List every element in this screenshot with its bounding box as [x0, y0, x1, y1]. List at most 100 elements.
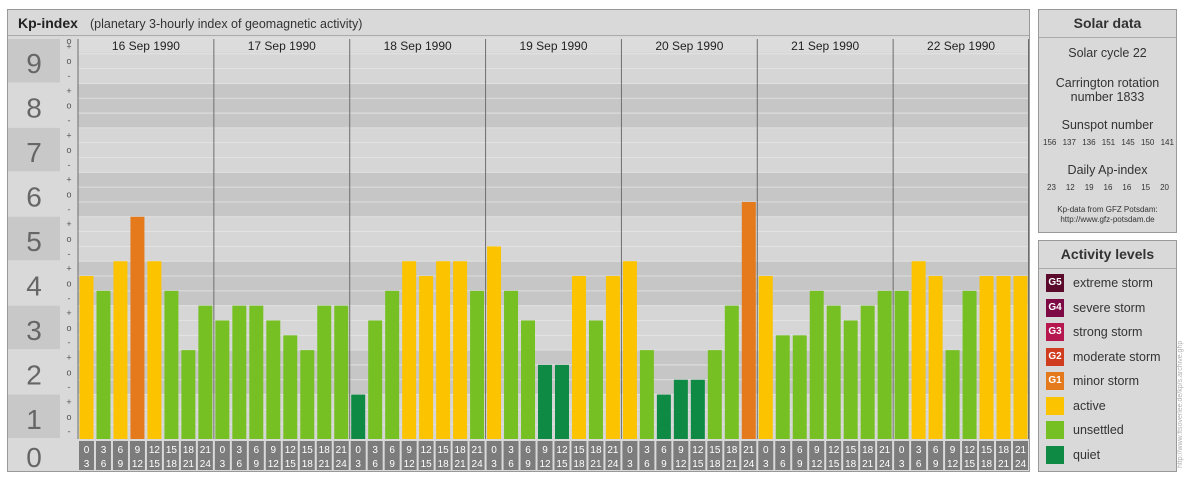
hour-cell	[248, 441, 264, 470]
hour-cell	[350, 441, 366, 470]
kp-bar	[962, 290, 977, 439]
hour-end-label: 21	[998, 459, 1010, 470]
hour-cell	[860, 441, 876, 470]
hour-end-label: 18	[166, 459, 178, 470]
kp-bar	[571, 276, 586, 439]
hour-start-label: 0	[84, 445, 90, 456]
y-axis-cell	[8, 172, 60, 216]
hour-start-label: 15	[981, 445, 993, 456]
subtick-label: +	[66, 41, 71, 51]
hour-start-label: 3	[508, 445, 514, 456]
hour-start-label: 3	[101, 445, 107, 456]
hour-cell	[996, 441, 1012, 470]
legend-swatch: G1	[1046, 372, 1064, 390]
legend-swatch: G5	[1046, 274, 1064, 292]
subtick-band	[61, 39, 77, 471]
ap-value: 19	[1084, 183, 1094, 192]
legend-swatch	[1046, 421, 1064, 439]
y-tick-label: 0	[26, 442, 42, 471]
hour-cell	[435, 441, 451, 470]
hour-start-label: 21	[336, 445, 348, 456]
hour-end-label: 21	[862, 459, 874, 470]
day-header-band	[78, 39, 1029, 52]
subtick-label: +	[66, 175, 71, 185]
plot-band	[78, 216, 1029, 262]
hour-end-label: 9	[933, 459, 939, 470]
subtick-label: -	[68, 204, 71, 214]
plot-band	[78, 261, 1029, 306]
hour-cell	[945, 441, 961, 470]
legend-item: G5 extreme storm	[1046, 273, 1153, 293]
sunspot-value: 145	[1121, 138, 1135, 147]
ap-title: Daily Ap-index	[1067, 163, 1148, 177]
kp-bar	[521, 320, 536, 439]
hour-cell	[826, 441, 842, 470]
chart-subtitle: (planetary 3-hourly index of geomagnetic…	[90, 17, 363, 31]
hour-end-label: 12	[132, 459, 144, 470]
sunspot-value: 136	[1082, 138, 1096, 147]
sunspot-title: Sunspot number	[1061, 118, 1154, 132]
plot-band	[78, 83, 1029, 128]
hour-end-label: 21	[455, 459, 467, 470]
kp-bar	[487, 246, 502, 439]
hour-end-label: 15	[556, 459, 568, 470]
hour-cell	[333, 441, 349, 470]
hour-cell	[605, 441, 621, 470]
hour-start-label: 15	[302, 445, 314, 456]
sunspot-value: 156	[1043, 138, 1057, 147]
day-label: 18 Sep 1990	[384, 39, 452, 53]
kp-bar	[809, 290, 824, 439]
day-label: 16 Sep 1990	[112, 39, 180, 53]
hour-end-label: 9	[118, 459, 124, 470]
kp-bar	[1013, 276, 1028, 439]
subtick-label: -	[68, 427, 71, 437]
day-label: 21 Sep 1990	[791, 39, 859, 53]
legend-item: unsettled	[1046, 420, 1124, 440]
subtick-label: +	[66, 353, 71, 363]
hour-end-label: 9	[525, 459, 531, 470]
kp-bar	[758, 276, 773, 439]
subtick-label: -	[68, 338, 71, 348]
hour-start-label: 18	[862, 445, 874, 456]
kp-bar	[690, 379, 705, 439]
hour-end-label: 21	[183, 459, 195, 470]
kp-bar	[843, 320, 858, 439]
hour-start-label: 18	[726, 445, 738, 456]
hour-cell	[112, 441, 128, 470]
legend-item: active	[1046, 396, 1106, 416]
hour-end-label: 6	[101, 459, 107, 470]
hour-end-label: 18	[709, 459, 721, 470]
kp-bar	[300, 350, 315, 439]
hour-cell	[639, 441, 655, 470]
y-tick-label: 3	[26, 315, 42, 346]
sunspot-value: 141	[1160, 138, 1174, 147]
hour-start-label: 9	[814, 445, 820, 456]
hour-cell	[180, 441, 196, 470]
hour-start-label: 18	[590, 445, 602, 456]
hour-start-label: 15	[438, 445, 450, 456]
source-link[interactable]: http://www.gfz-potsdam.de	[1060, 215, 1155, 224]
legend-label: unsettled	[1073, 423, 1124, 437]
hour-start-label: 21	[200, 445, 212, 456]
activity-levels-title: Activity levels	[1039, 241, 1176, 269]
hour-end-label: 12	[539, 459, 551, 470]
hour-start-label: 21	[1015, 445, 1027, 456]
hour-start-label: 3	[780, 445, 786, 456]
kp-bar	[673, 379, 688, 439]
legend-item: G4 severe storm	[1046, 298, 1145, 318]
hour-start-label: 6	[389, 445, 395, 456]
hour-cell	[843, 441, 859, 470]
hour-end-label: 9	[389, 459, 395, 470]
hour-start-label: 3	[372, 445, 378, 456]
sunspot-value: 150	[1140, 138, 1155, 147]
hour-end-label: 15	[828, 459, 840, 470]
hour-cell	[367, 441, 383, 470]
hour-start-label: 12	[692, 445, 704, 456]
hour-end-label: 24	[607, 459, 619, 470]
hour-start-label: 12	[964, 445, 976, 456]
hour-end-label: 3	[220, 459, 226, 470]
hour-start-label: 21	[472, 445, 484, 456]
subtick-label: -	[68, 293, 71, 303]
kp-bar	[130, 216, 145, 439]
hour-cell	[554, 441, 570, 470]
